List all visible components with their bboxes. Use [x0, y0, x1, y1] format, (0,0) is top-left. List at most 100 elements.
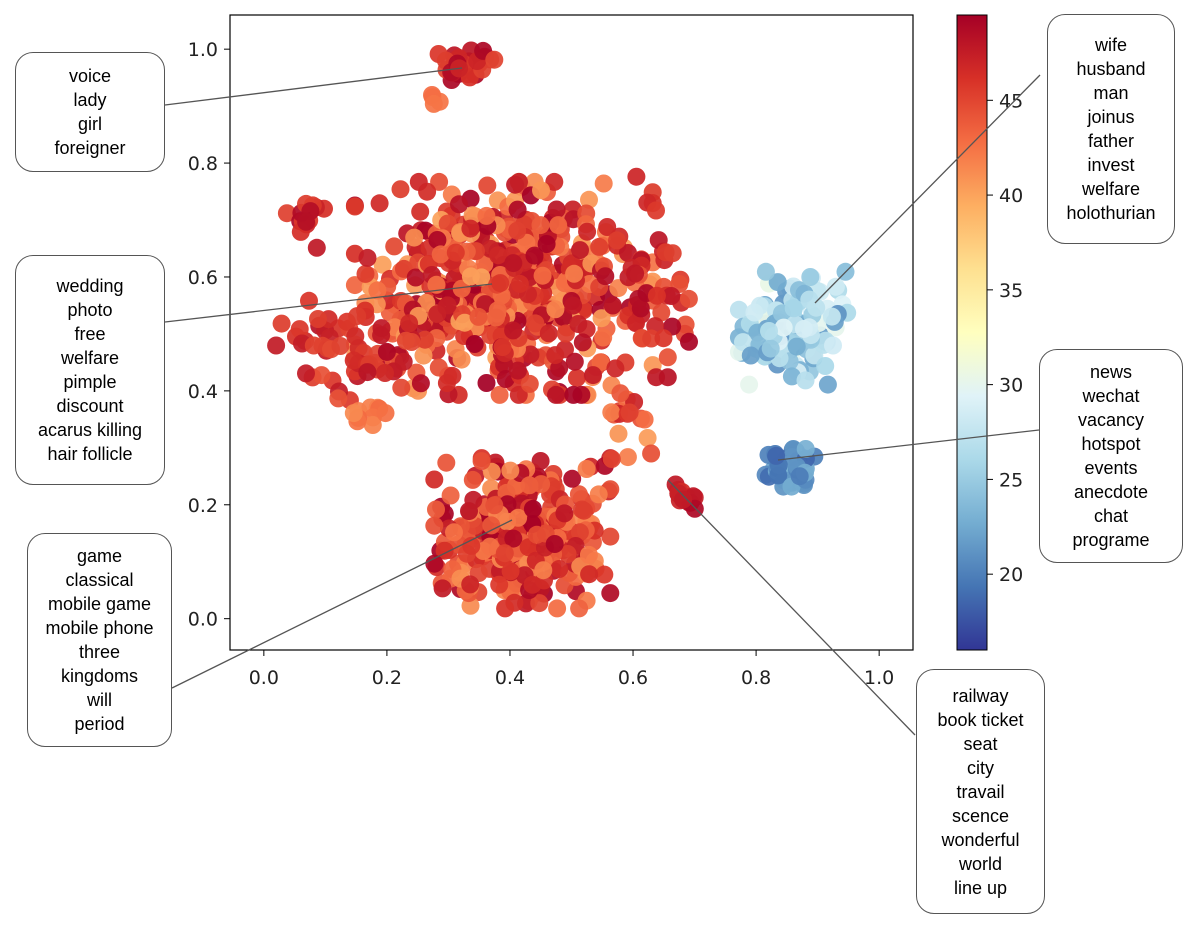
annotation-line: book ticket [937, 709, 1024, 730]
annotation-box-wife: wife husband man joinus father invest we… [1047, 14, 1175, 244]
scatter-point [532, 475, 551, 494]
scatter-point [589, 485, 608, 504]
scatter-point [818, 375, 837, 394]
scatter-point [565, 264, 584, 283]
annotation-box-news: news wechat vacancy hotspot events anecd… [1039, 349, 1183, 563]
annotation-line: wechat [1082, 386, 1140, 406]
scatter-point [304, 336, 323, 355]
scatter-point [490, 385, 509, 404]
scatter-point [290, 320, 309, 339]
annotation-line: girl [77, 114, 102, 134]
scatter-point [595, 565, 614, 584]
scatter-point [526, 314, 545, 333]
scatter-point [400, 314, 419, 333]
scatter-point [363, 416, 382, 434]
scatter-point [429, 358, 448, 377]
scatter-point [619, 244, 637, 262]
scatter-point [509, 385, 528, 404]
scatter-point [608, 231, 626, 250]
scatter-point [546, 346, 565, 365]
scatter-point [547, 200, 566, 219]
scatter-point [596, 267, 615, 286]
annotation-line: holothurian [1066, 203, 1156, 223]
leader-line [814, 74, 1041, 304]
scatter-point [662, 287, 681, 305]
annotation-box-wedding: wedding photo free welfare pimple discou… [15, 255, 165, 485]
scatter-point [481, 537, 500, 556]
scatter-point [531, 216, 550, 235]
annotation-line: will [87, 690, 112, 710]
annotation-box-game: game classical mobile game mobile phone … [27, 533, 172, 747]
scatter-point [272, 314, 291, 333]
scatter-point [485, 496, 504, 515]
scatter-point [531, 452, 550, 470]
annotation-line: game [76, 546, 123, 566]
scatter-point [550, 560, 569, 578]
scatter-point [356, 264, 375, 283]
scatter-point [464, 490, 483, 509]
scatter-point [425, 554, 444, 573]
scatter-point [482, 516, 501, 535]
x-tick-label: 1.0 [864, 667, 894, 689]
scatter-point [472, 452, 491, 471]
colorbar-tick-label: 20 [999, 564, 1023, 586]
scatter-point [523, 575, 542, 594]
scatter-point [462, 536, 481, 555]
scatter-point [822, 307, 841, 326]
annotation-line: free [74, 324, 106, 344]
scatter-point [796, 371, 815, 390]
scatter-point [602, 450, 621, 468]
scatter-point [520, 374, 539, 393]
scatter-point [767, 446, 786, 465]
scatter-point [461, 219, 480, 238]
scatter-point [469, 307, 488, 326]
annotation-line: chat [1093, 506, 1129, 526]
scatter-point [489, 246, 508, 265]
annotation-line: voice [68, 66, 112, 86]
scatter-point [312, 366, 331, 385]
scatter-point [504, 529, 523, 548]
scatter-point [680, 332, 698, 351]
scatter-point [452, 350, 471, 369]
scatter-point [477, 374, 496, 392]
scatter-point [297, 212, 316, 231]
scatter-point [734, 333, 752, 352]
scatter-point [525, 246, 544, 265]
scatter-point [579, 545, 598, 564]
scatter-point [652, 303, 671, 322]
scatter-point [760, 322, 778, 340]
scatter-point [569, 485, 588, 504]
annotation-line: railway [952, 685, 1009, 706]
scatter-point [508, 221, 527, 240]
scatter-point [461, 575, 480, 594]
annotation-line: events [1084, 458, 1138, 478]
annotation-line: father [1087, 131, 1135, 151]
scatter-point [784, 299, 803, 318]
scatter-point [564, 296, 583, 315]
scatter-point [580, 565, 599, 584]
scatter-point [547, 385, 565, 404]
annotation-box-voice: voice lady girl foreigner [15, 52, 165, 172]
scatter-point [406, 268, 425, 287]
scatter-point [376, 364, 394, 382]
scatter-point [567, 368, 586, 387]
annotation-line: foreigner [54, 138, 126, 158]
scatter-point [385, 237, 404, 256]
scatter-point [594, 174, 613, 193]
scatter-point [611, 384, 630, 403]
scatter-point [510, 172, 528, 191]
scatter-point [642, 444, 661, 463]
scatter-point [487, 308, 505, 327]
scatter-point [430, 172, 449, 191]
scatter-point [774, 318, 793, 337]
scatter-point [277, 204, 296, 223]
scatter-point [609, 424, 628, 443]
scatter-point [300, 291, 318, 310]
scatter-point [509, 508, 528, 527]
scatter-point [787, 337, 806, 356]
annotation-line: anecdote [1073, 482, 1149, 502]
annotation-line: invest [1087, 155, 1135, 175]
scatter-point [555, 504, 574, 523]
scatter-point [463, 470, 482, 489]
x-axis: 0.0 0.2 0.4 0.6 0.8 1.0 [249, 650, 894, 689]
